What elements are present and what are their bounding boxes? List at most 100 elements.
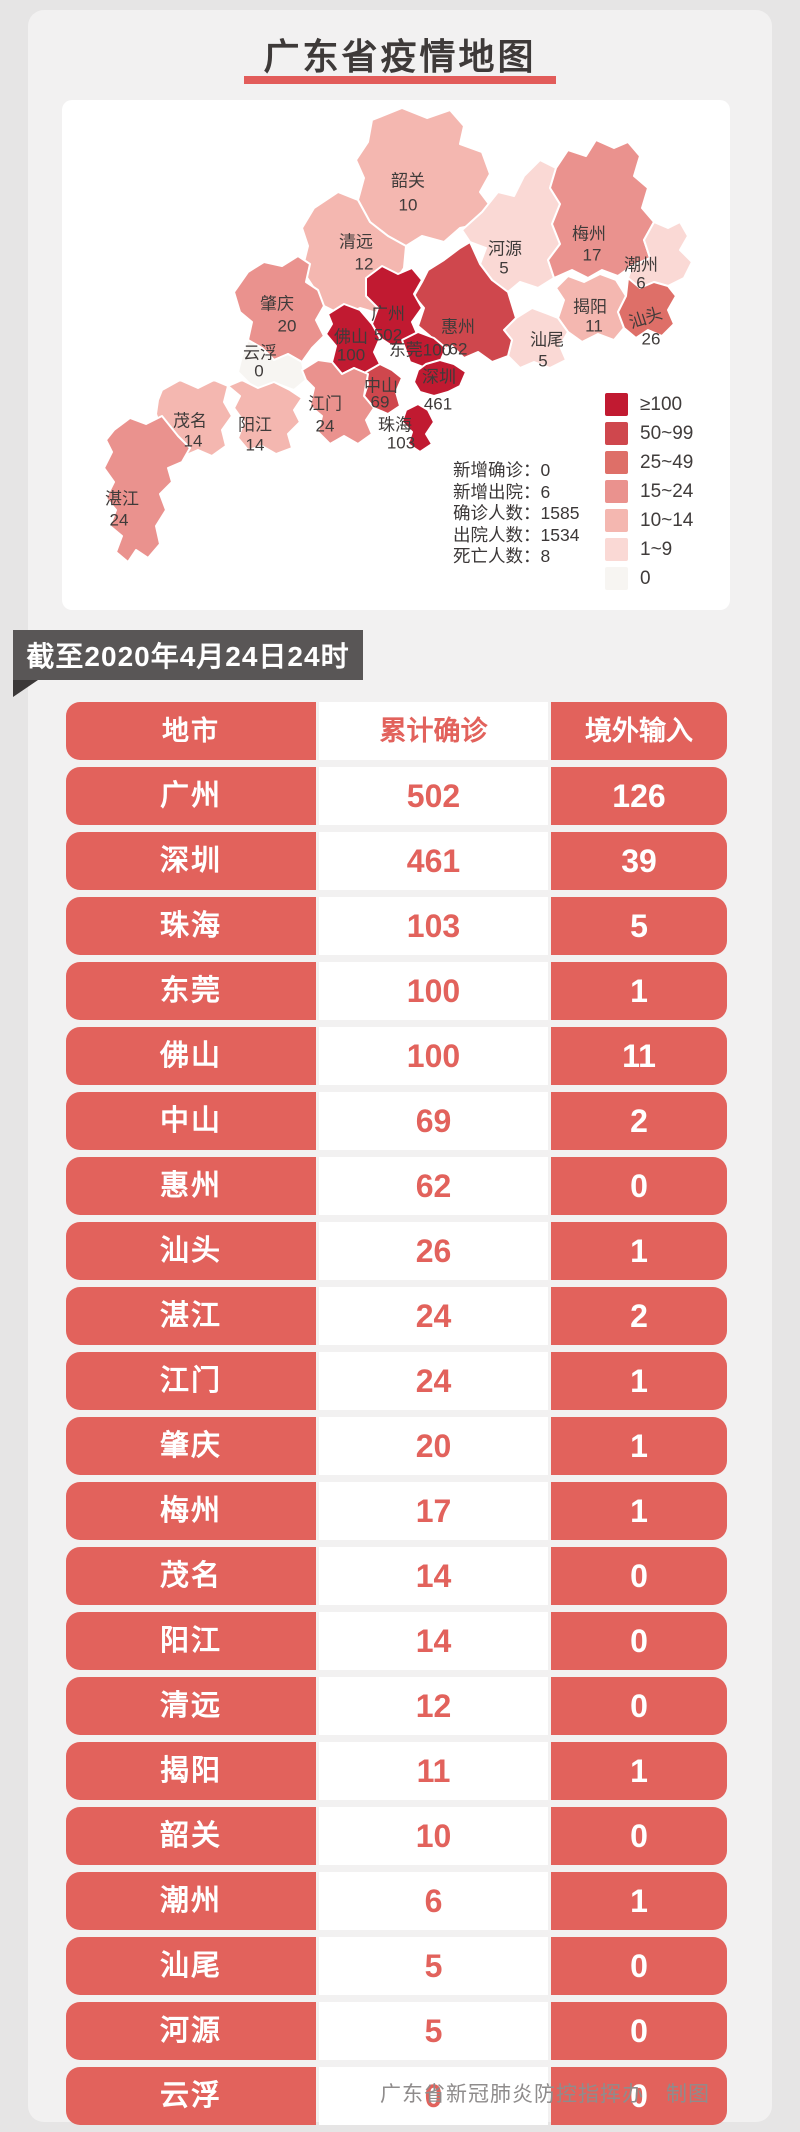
table-row: 汕尾 5 0	[66, 1937, 727, 1995]
cell-confirmed: 502	[319, 767, 548, 825]
footer-credit: 广东省新冠肺炎防控指挥办 制图	[380, 2083, 710, 2106]
table-row: 梅州 17 1	[66, 1482, 727, 1540]
cell-confirmed: 17	[319, 1482, 548, 1540]
region-label-shaoguan: 10	[399, 195, 418, 214]
cell-imported: 0	[551, 1677, 727, 1735]
region-label-dongguan: 东莞100	[389, 340, 451, 359]
region-label-zhuhai: 103	[387, 433, 415, 452]
region-jieyang	[555, 273, 627, 343]
cell-city: 茂名	[66, 1547, 316, 1605]
cell-imported: 1	[551, 1222, 727, 1280]
legend-label: 10~14	[640, 509, 694, 531]
cell-confirmed: 24	[319, 1287, 548, 1345]
stat-line: 出院人数：1534	[453, 524, 580, 545]
cell-imported: 2	[551, 1287, 727, 1345]
cell-confirmed: 100	[319, 962, 548, 1020]
cell-city: 韶关	[66, 1807, 316, 1865]
cell-confirmed: 5	[319, 2002, 548, 2060]
legend-swatch	[605, 393, 628, 416]
region-jiangmen	[301, 359, 375, 445]
cell-city: 汕尾	[66, 1937, 316, 1995]
cell-confirmed: 26	[319, 1222, 548, 1280]
table-row: 惠州 62 0	[66, 1157, 727, 1215]
region-label-qingyuan: 12	[355, 254, 374, 273]
legend-swatch	[605, 422, 628, 445]
legend-item: 1~9	[605, 535, 693, 564]
region-label-maoming: 14	[184, 431, 203, 450]
region-zhuhai	[401, 403, 435, 453]
cell-imported: 0	[551, 1937, 727, 1995]
stat-line: 死亡人数：8	[453, 546, 551, 566]
region-label-yunfu: 0	[254, 361, 263, 380]
region-label-meizhou: 梅州	[572, 224, 606, 243]
region-label-yangjiang: 14	[246, 435, 265, 454]
table-row: 云浮 0 0	[66, 2067, 727, 2125]
cell-imported: 0	[551, 1157, 727, 1215]
cell-city: 佛山	[66, 1027, 316, 1085]
cell-imported: 1	[551, 1417, 727, 1475]
region-label-shaoguan: 韶关	[391, 171, 425, 190]
table-row: 汕头 26 1	[66, 1222, 727, 1280]
page-title: 广东省疫情地图	[263, 36, 537, 77]
region-label-zhaoqing: 20	[278, 316, 297, 335]
table-row: 肇庆 20 1	[66, 1417, 727, 1475]
cell-imported: 39	[551, 832, 727, 890]
cell-imported: 0	[551, 1547, 727, 1605]
region-label-zhongshan: 69	[371, 392, 390, 411]
cell-imported: 1	[551, 1742, 727, 1800]
title-underline	[244, 76, 556, 84]
region-label-heyuan: 5	[499, 258, 508, 277]
map-stats: 新增确诊：0 新增出院：6 确诊人数：1585 出院人数：1534 死亡人数：8	[453, 460, 579, 568]
region-huizhou	[413, 241, 517, 363]
cell-city: 广州	[66, 767, 316, 825]
region-shantou	[617, 277, 677, 339]
stat-line: 新增确诊：0	[453, 460, 551, 480]
region-label-guangzhou: 广州	[371, 304, 405, 323]
table-row: 佛山 100 11	[66, 1027, 727, 1085]
cell-confirmed: 0	[319, 2067, 548, 2125]
cell-confirmed: 10	[319, 1807, 548, 1865]
region-zhanjiang	[103, 415, 191, 563]
cell-imported: 0	[551, 2002, 727, 2060]
cell-confirmed: 20	[319, 1417, 548, 1475]
region-dongguan	[401, 331, 447, 369]
cell-imported: 2	[551, 1092, 727, 1150]
cell-city: 肇庆	[66, 1417, 316, 1475]
legend-label: 15~24	[640, 480, 694, 502]
cell-city: 揭阳	[66, 1742, 316, 1800]
cell-city: 清远	[66, 1677, 316, 1735]
table-row: 珠海 103 5	[66, 897, 727, 955]
cell-confirmed: 103	[319, 897, 548, 955]
infographic-card: 广东省疫情地图 韶关 10 清远 12 河源 5 梅州 17 潮州 6 揭阳 11 汕头 26 汕尾 5 惠州 6…	[13, 10, 772, 2125]
cell-confirmed: 14	[319, 1612, 548, 1670]
legend-label: 1~9	[640, 538, 673, 560]
region-label-maoming: 茂名	[173, 411, 207, 430]
table-header-row: 地市 累计确诊 境外输入	[66, 702, 727, 760]
region-label-shenzhen: 深圳	[422, 367, 456, 386]
legend-swatch	[605, 451, 628, 474]
region-label-jieyang: 11	[585, 316, 603, 335]
region-label-foshan: 100	[337, 345, 365, 364]
cell-confirmed: 69	[319, 1092, 548, 1150]
region-guangzhou	[365, 265, 423, 347]
cell-confirmed: 6	[319, 1872, 548, 1930]
region-label-foshan: 佛山	[334, 327, 368, 346]
cell-city: 中山	[66, 1092, 316, 1150]
map-card: 韶关 10 清远 12 河源 5 梅州 17 潮州 6 揭阳 11 汕头 26 汕尾 5 惠州 62 肇庆 20 云浮 0…	[62, 100, 730, 610]
cell-confirmed: 100	[319, 1027, 548, 1085]
region-label-jieyang: 揭阳	[573, 297, 607, 316]
cell-city: 珠海	[66, 897, 316, 955]
legend-item: 10~14	[605, 506, 693, 535]
cell-city: 阳江	[66, 1612, 316, 1670]
region-label-huizhou: 62	[449, 339, 468, 358]
legend-swatch	[605, 509, 628, 532]
region-shenzhen	[413, 359, 467, 397]
table-row: 江门 24 1	[66, 1352, 727, 1410]
cell-city: 湛江	[66, 1287, 316, 1345]
table-row: 深圳 461 39	[66, 832, 727, 890]
legend-item: ≥100	[605, 390, 693, 419]
legend-label: ≥100	[640, 393, 683, 415]
region-label-shanwei: 汕尾	[530, 330, 564, 349]
table-row: 中山 69 2	[66, 1092, 727, 1150]
cell-imported: 1	[551, 1872, 727, 1930]
